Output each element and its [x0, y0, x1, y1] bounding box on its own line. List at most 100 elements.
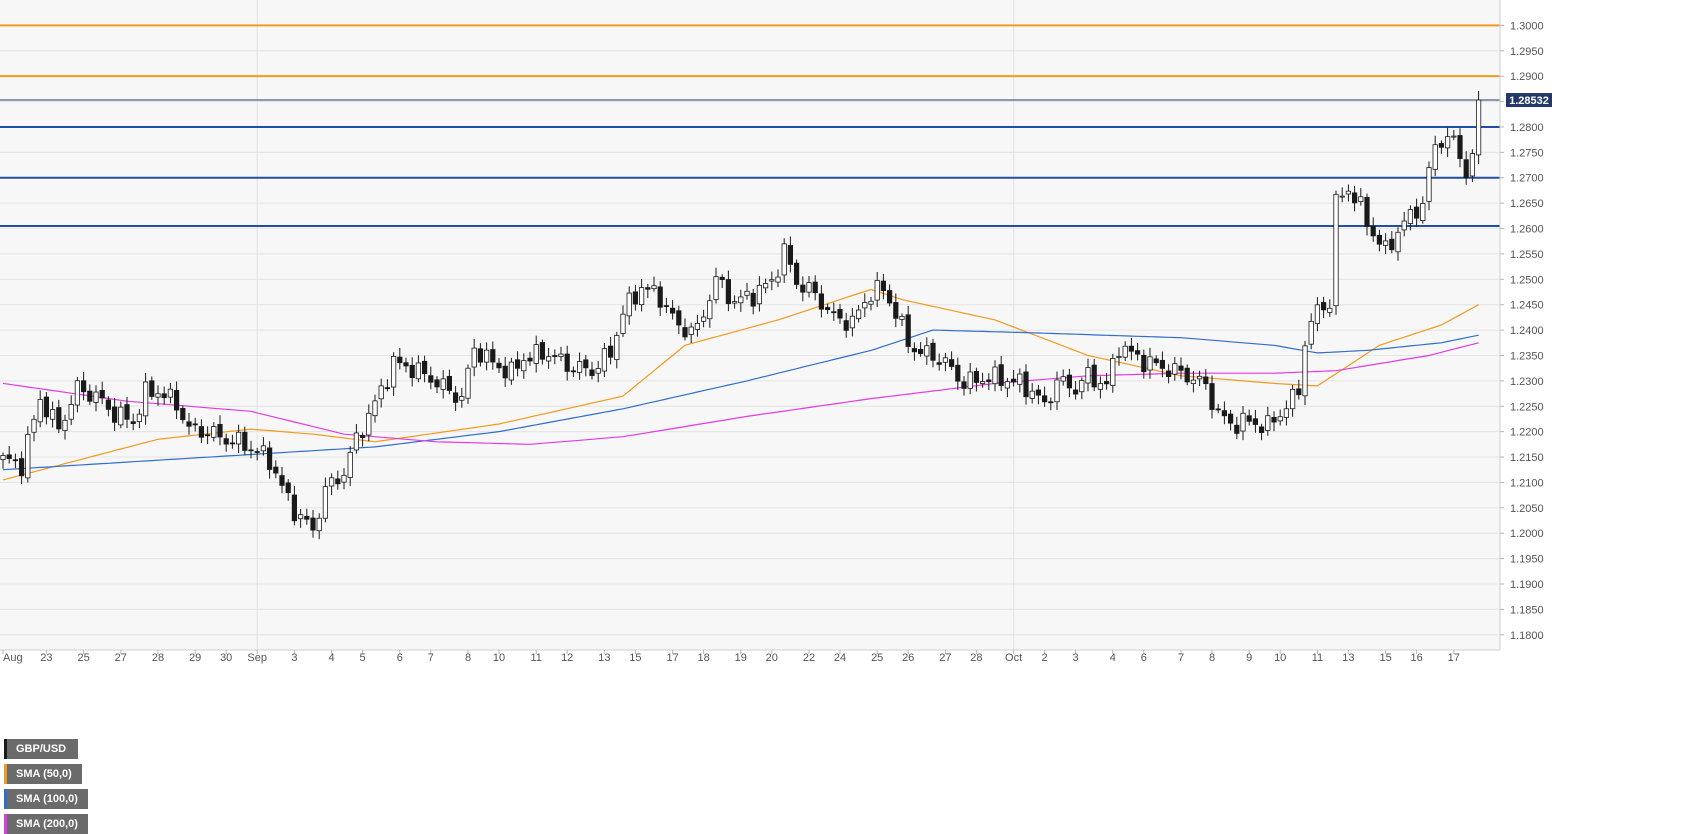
candle-body [459, 396, 465, 401]
candle [967, 362, 973, 395]
candle-body [99, 389, 105, 399]
candle-body [744, 290, 750, 296]
candle-body [620, 313, 626, 334]
candle-body [1110, 358, 1116, 386]
candle-body [43, 396, 50, 418]
candle-body [180, 407, 186, 421]
candle-body [589, 369, 595, 376]
candle-body [242, 431, 248, 451]
candle-body [366, 412, 372, 436]
candle-body [651, 285, 657, 290]
candle [1073, 381, 1079, 400]
candle [81, 372, 87, 401]
candle-body [415, 362, 422, 380]
candle [763, 278, 769, 293]
candle [173, 381, 180, 420]
candle-body [868, 300, 874, 305]
candle-body [285, 482, 291, 494]
y-tick-label: 1.2250 [1510, 401, 1544, 413]
candle-body [719, 276, 725, 280]
candle-body [341, 474, 347, 483]
y-tick-label: 1.2050 [1510, 503, 1544, 515]
candle-body [452, 392, 459, 403]
y-tick-label: 1.1800 [1510, 630, 1544, 642]
candle [831, 302, 837, 321]
x-tick-label: 28 [970, 652, 982, 664]
candle [1190, 371, 1196, 393]
x-tick-label: 28 [152, 652, 164, 664]
candle-body [223, 438, 229, 445]
x-tick-label: 29 [189, 652, 201, 664]
candle-body [1370, 226, 1376, 237]
candle [74, 377, 80, 413]
x-tick-label: 4 [1110, 652, 1116, 664]
legend-swatch-sma100 [4, 789, 7, 809]
candle [254, 447, 260, 461]
candle-body [515, 359, 521, 369]
candle-body [1159, 359, 1165, 369]
candle-body [1283, 408, 1289, 418]
legend-label-sma200: SMA (200,0) [16, 818, 78, 830]
candle-body [812, 281, 818, 294]
candle-body [533, 344, 539, 364]
candle-body [1302, 345, 1308, 397]
candle [192, 417, 198, 432]
candle [1159, 351, 1165, 378]
candle [806, 275, 812, 298]
candle [1438, 140, 1444, 154]
candle [459, 387, 465, 408]
candle-body [1383, 240, 1389, 246]
candle [211, 422, 217, 442]
candle-body [304, 515, 310, 520]
candle [285, 479, 291, 501]
candle-body [440, 378, 446, 390]
candle-body [279, 475, 285, 486]
candle-body [787, 245, 794, 265]
x-tick-labels: Aug 23 25 27 28 29 30 Sep 3 4 5 6 7 8 10 11 12 13 15 17 18 19… [2, 650, 1460, 664]
x-tick-label: 15 [629, 652, 641, 664]
candle-body [1321, 302, 1327, 311]
candle-body [862, 302, 868, 309]
candle [409, 357, 415, 387]
candle-body [874, 280, 880, 301]
candle-body [1221, 410, 1227, 417]
candle-body [87, 390, 93, 402]
candle [570, 366, 577, 377]
candle [949, 351, 955, 371]
candle [12, 453, 18, 469]
candle [533, 335, 539, 373]
candle-body [880, 280, 887, 291]
x-tick-label: 8 [1209, 652, 1215, 664]
candle [1128, 338, 1134, 361]
candle [924, 337, 930, 365]
candle [341, 468, 347, 490]
candle-body [1122, 345, 1128, 358]
candle [794, 259, 800, 290]
candle [1432, 135, 1438, 177]
y-tick-label: 1.2800 [1510, 122, 1544, 134]
x-tick-label: 22 [803, 652, 815, 664]
candle [353, 424, 360, 454]
candle-body [12, 459, 18, 462]
candle-body [688, 326, 694, 335]
candle [539, 339, 546, 365]
candle-body [1060, 376, 1066, 382]
candle-body [229, 442, 235, 445]
candle [552, 349, 558, 365]
candle [1066, 368, 1072, 398]
candle [837, 303, 843, 324]
candle-body [93, 391, 99, 403]
candle-body [155, 393, 161, 398]
candle [1011, 370, 1017, 387]
candle [1476, 90, 1482, 164]
candle [800, 276, 806, 302]
candle-body [1141, 354, 1147, 373]
candle [1147, 347, 1153, 379]
candle [452, 386, 459, 411]
candle-body [1259, 426, 1265, 433]
candle [1283, 400, 1289, 426]
candle [1221, 401, 1227, 425]
candle-body [235, 431, 242, 445]
candle [961, 376, 967, 396]
candle-body [1097, 383, 1103, 390]
